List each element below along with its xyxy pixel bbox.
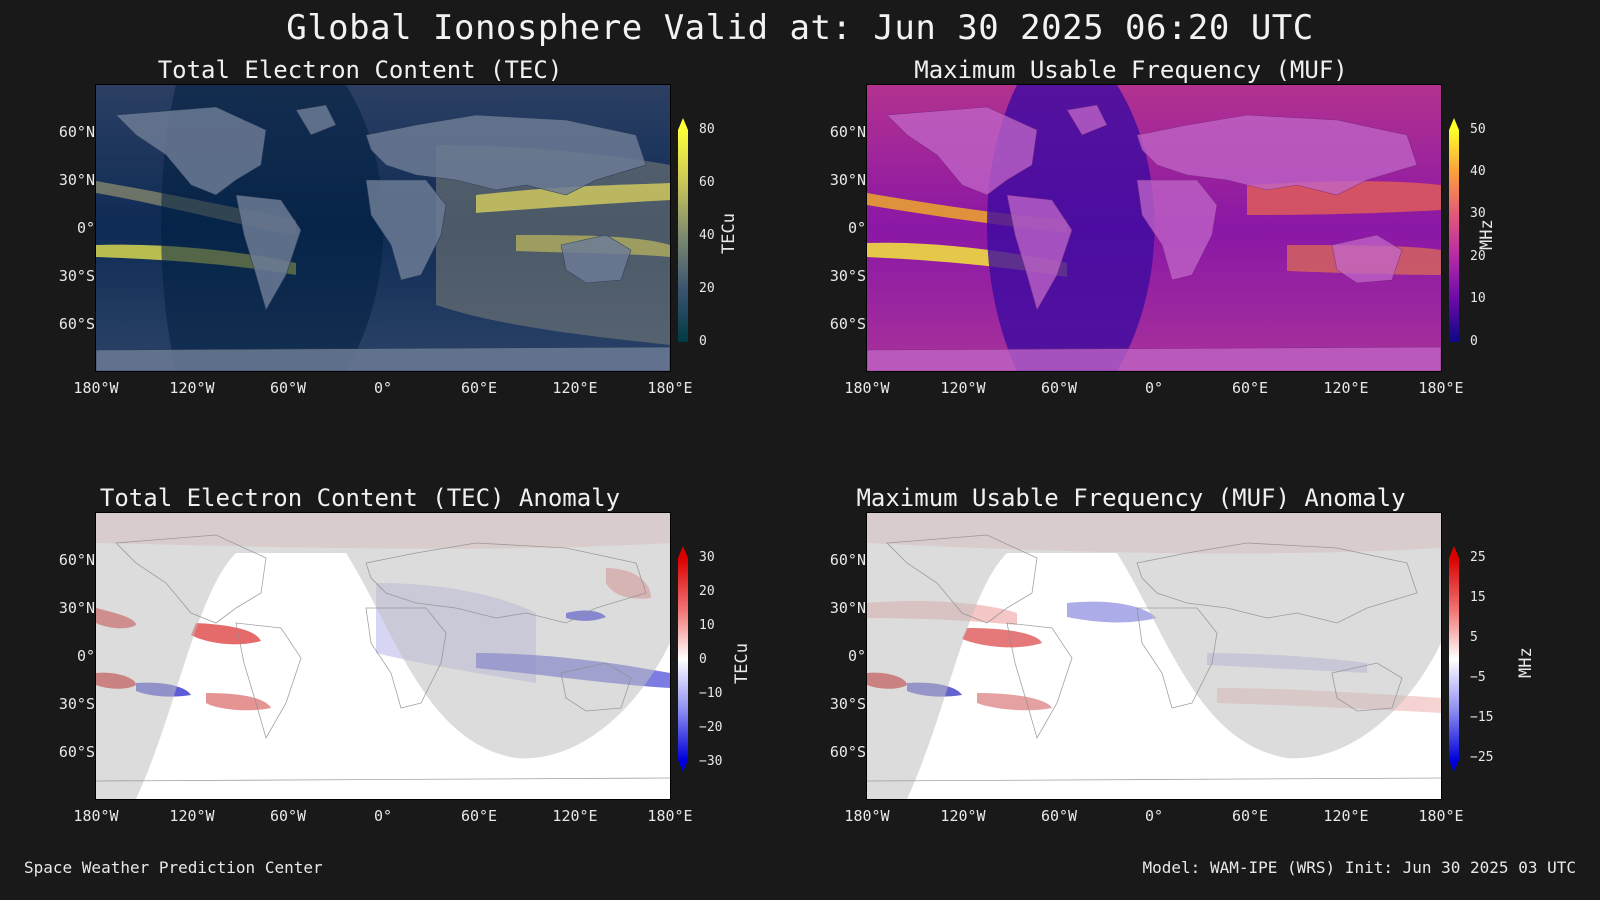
tec-anomaly-tick-30: 30: [699, 550, 715, 565]
muf-anomaly-tick-neg5: −5: [1470, 670, 1486, 685]
lon-label-60e: 60°E: [1231, 807, 1269, 825]
lon-label-180e: 180°E: [647, 807, 693, 825]
muf-anomaly-panel-title: Maximum Usable Frequency (MUF) Anomaly: [856, 484, 1406, 512]
muf-panel-title: Maximum Usable Frequency (MUF): [914, 56, 1348, 84]
muf-tick-20: 20: [1470, 249, 1486, 264]
lon-label-180w: 180°W: [844, 379, 890, 397]
lon-label-120e: 120°E: [552, 807, 598, 825]
tec-tick-20: 20: [699, 281, 715, 296]
muf-anomaly-tick-25: 25: [1470, 550, 1486, 565]
tec-anomaly-tick-neg10: −10: [699, 686, 723, 701]
lat-label-30s: 30°S: [829, 695, 866, 713]
tec-tick-0: 0: [699, 334, 707, 349]
lon-label-120w: 120°W: [169, 379, 215, 397]
lon-label-60e: 60°E: [460, 807, 498, 825]
lon-label-180e: 180°E: [647, 379, 693, 397]
tec-anomaly-tick-10: 10: [699, 618, 715, 633]
muf-anomaly-colorbar-label: MHz: [1516, 647, 1536, 678]
lon-label-60w: 60°W: [269, 379, 307, 397]
muf-anomaly-tick-5: 5: [1470, 630, 1478, 645]
lat-label-0: 0°: [847, 647, 866, 665]
tec-anomaly-tick-0: 0: [699, 652, 707, 667]
muf-tick-50: 50: [1470, 122, 1486, 137]
lat-label-60n: 60°N: [829, 123, 866, 141]
lat-label-60s: 60°S: [58, 315, 95, 333]
tec-tick-80: 80: [699, 122, 715, 137]
muf-anomaly-colorbar: [1449, 546, 1459, 772]
muf-tick-10: 10: [1470, 291, 1486, 306]
tec-anomaly-tick-20: 20: [699, 584, 715, 599]
lon-label-180w: 180°W: [73, 379, 119, 397]
muf-anomaly-tick-15: 15: [1470, 590, 1486, 605]
muf-colorbar: [1449, 118, 1459, 342]
lon-label-60w: 60°W: [1040, 379, 1078, 397]
tec-map[interactable]: [95, 84, 671, 372]
lat-label-30s: 30°S: [829, 267, 866, 285]
lon-label-120w: 120°W: [169, 807, 215, 825]
lat-label-0: 0°: [76, 219, 95, 237]
lat-label-30s: 30°S: [58, 695, 95, 713]
lon-label-60w: 60°W: [1040, 807, 1078, 825]
page-title: Global Ionosphere Valid at: Jun 30 2025 …: [286, 8, 1314, 48]
footer-model-info: Model: WAM-IPE (WRS) Init: Jun 30 2025 0…: [1142, 858, 1576, 877]
lon-label-120e: 120°E: [552, 379, 598, 397]
lon-label-120w: 120°W: [940, 379, 986, 397]
tec-panel-title: Total Electron Content (TEC): [157, 56, 563, 84]
lat-label-0: 0°: [76, 647, 95, 665]
tec-anomaly-tick-neg20: −20: [699, 720, 723, 735]
lat-label-30n: 30°N: [58, 171, 95, 189]
lon-label-0: 0°: [1144, 807, 1164, 825]
lon-label-0: 0°: [1144, 379, 1164, 397]
footer-credit: Space Weather Prediction Center: [24, 858, 323, 877]
lon-label-0: 0°: [373, 807, 393, 825]
lat-label-60s: 60°S: [58, 743, 95, 761]
lat-label-30s: 30°S: [58, 267, 95, 285]
muf-anomaly-map[interactable]: [866, 512, 1442, 800]
lon-label-0: 0°: [373, 379, 393, 397]
lon-label-60e: 60°E: [1231, 379, 1269, 397]
muf-tick-40: 40: [1470, 164, 1486, 179]
tec-tick-60: 60: [699, 175, 715, 190]
tec-colorbar: [678, 118, 688, 342]
tec-anomaly-panel-title: Total Electron Content (TEC) Anomaly: [99, 484, 621, 512]
tec-anomaly-colorbar-label: TECu: [732, 643, 752, 684]
lon-label-180w: 180°W: [73, 807, 119, 825]
lon-label-120e: 120°E: [1323, 807, 1369, 825]
lon-label-120e: 120°E: [1323, 379, 1369, 397]
lon-label-60w: 60°W: [269, 807, 307, 825]
lat-label-60s: 60°S: [829, 315, 866, 333]
tec-anomaly-tick-neg30: −30: [699, 754, 723, 769]
tec-panel: Total Electron Content (TEC): [35, 56, 739, 416]
lon-label-120w: 120°W: [940, 807, 986, 825]
lon-label-180w: 180°W: [844, 807, 890, 825]
muf-colorbar-label: MHz: [1477, 219, 1497, 250]
muf-tick-30: 30: [1470, 206, 1486, 221]
tec-anomaly-map[interactable]: [95, 512, 671, 800]
lat-label-30n: 30°N: [829, 171, 866, 189]
lat-label-60n: 60°N: [58, 123, 95, 141]
tec-anomaly-panel: Total Electron Content (TEC) Anomaly: [35, 484, 752, 844]
lat-label-30n: 30°N: [58, 599, 95, 617]
tec-anomaly-colorbar: [678, 546, 688, 772]
muf-panel: Maximum Usable Frequency (MUF): [806, 56, 1506, 416]
lon-label-180e: 180°E: [1418, 807, 1464, 825]
muf-map[interactable]: [866, 84, 1442, 372]
lon-label-180e: 180°E: [1418, 379, 1464, 397]
lat-label-0: 0°: [847, 219, 866, 237]
tec-colorbar-label: TECu: [719, 213, 739, 254]
muf-anomaly-panel: Maximum Usable Frequency (MUF) Anomaly: [806, 484, 1536, 844]
tec-tick-40: 40: [699, 228, 715, 243]
lat-label-30n: 30°N: [829, 599, 866, 617]
muf-anomaly-tick-neg25: −25: [1470, 750, 1494, 765]
muf-anomaly-tick-neg15: −15: [1470, 710, 1494, 725]
lat-label-60s: 60°S: [829, 743, 866, 761]
muf-tick-0: 0: [1470, 334, 1478, 349]
lon-label-60e: 60°E: [460, 379, 498, 397]
lat-label-60n: 60°N: [829, 551, 866, 569]
lat-label-60n: 60°N: [58, 551, 95, 569]
